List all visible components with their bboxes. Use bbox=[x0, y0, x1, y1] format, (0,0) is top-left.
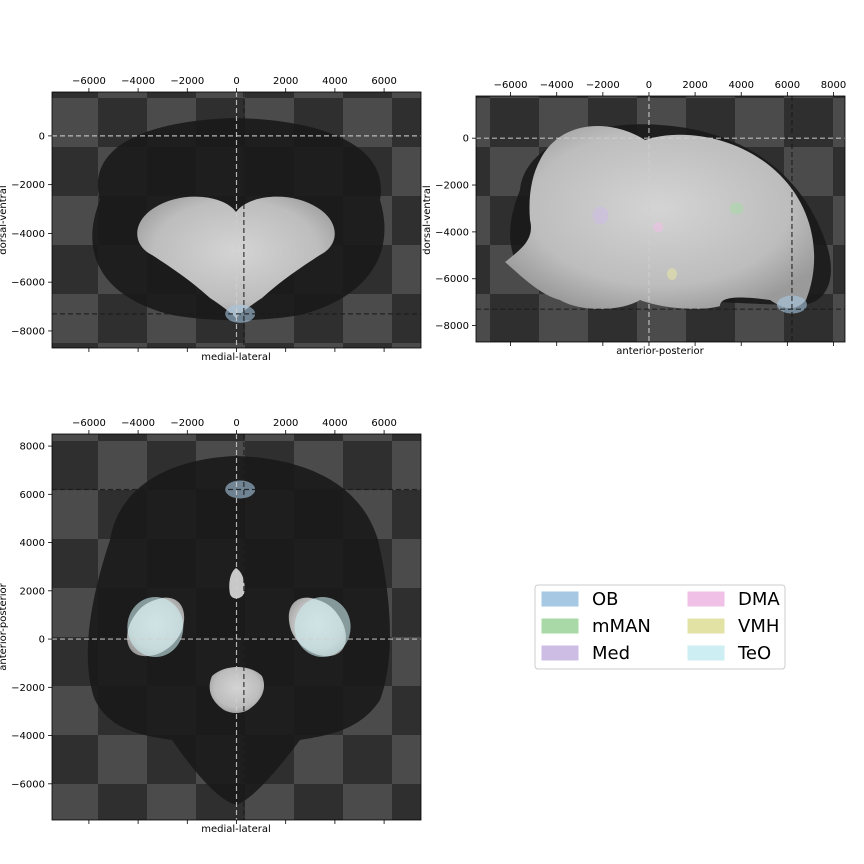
region-dma bbox=[653, 222, 664, 233]
x-tick-label: 0 bbox=[646, 80, 652, 91]
x-tick-label: −6000 bbox=[72, 418, 106, 429]
legend-label-mman: mMAN bbox=[592, 616, 651, 637]
legend-label-vmh: VMH bbox=[738, 616, 779, 637]
x-tick-label: 0 bbox=[233, 418, 239, 429]
legend-label-dma: DMA bbox=[738, 589, 780, 610]
y-tick-label: −6000 bbox=[11, 278, 45, 289]
coronal-ylabel: dorsal-ventral bbox=[0, 185, 9, 254]
horizontal-dark-mask bbox=[87, 456, 390, 805]
region-mman bbox=[729, 202, 744, 215]
region-teo bbox=[294, 597, 351, 657]
legend: OB DMA mMAN VMH Med TeO bbox=[534, 584, 786, 670]
y-tick-label: −4000 bbox=[435, 227, 469, 238]
horizontal-panel: −6000 −4000 −2000 0 2000 4000 6000 8000 6000 4000… bbox=[0, 418, 422, 835]
sagittal-frame bbox=[475, 95, 846, 343]
x-tick-label: 6000 bbox=[371, 76, 396, 87]
sagittal-tissue bbox=[505, 126, 815, 310]
x-tick-label: 8000 bbox=[821, 80, 846, 91]
x-tick-label: 4000 bbox=[322, 418, 347, 429]
y-tick-label: 6000 bbox=[20, 490, 45, 501]
x-tick-label: −6000 bbox=[494, 80, 528, 91]
legend-swatch-vmh bbox=[687, 618, 725, 634]
legend-label-teo: TeO bbox=[737, 643, 771, 664]
y-tick-label: 4000 bbox=[20, 538, 45, 549]
x-tick-label: −2000 bbox=[170, 76, 204, 87]
x-tick-label: 2000 bbox=[273, 418, 298, 429]
x-tick-label: −4000 bbox=[121, 76, 155, 87]
y-tick-label: −6000 bbox=[11, 779, 45, 790]
x-tick-label: 6000 bbox=[775, 80, 800, 91]
horizontal-ylabel: anterior-posterior bbox=[0, 582, 9, 670]
x-tick-label: −4000 bbox=[540, 80, 574, 91]
x-tick-label: −2000 bbox=[586, 80, 620, 91]
x-tick-label: −4000 bbox=[121, 418, 155, 429]
y-tick-label: −8000 bbox=[435, 321, 469, 332]
x-tick-label: 6000 bbox=[371, 418, 396, 429]
region-teo bbox=[127, 597, 184, 657]
y-tick-label: 8000 bbox=[20, 442, 45, 453]
coronal-tissue bbox=[137, 196, 335, 318]
horizontal-tissue-midline bbox=[229, 568, 245, 599]
coronal-xlabel: medial-lateral bbox=[201, 352, 271, 363]
y-tick-label: −4000 bbox=[11, 229, 45, 240]
sagittal-panel: −6000 −4000 −2000 0 2000 4000 6000 8000 0 −2000 −4… bbox=[422, 80, 846, 357]
x-tick-label: 4000 bbox=[322, 76, 347, 87]
x-tick-label: −6000 bbox=[72, 76, 106, 87]
y-tick-label: −4000 bbox=[11, 731, 45, 742]
x-tick-label: 2000 bbox=[273, 76, 298, 87]
legend-swatch-ob bbox=[541, 591, 579, 607]
y-tick-label: −2000 bbox=[11, 180, 45, 191]
x-tick-label: 4000 bbox=[728, 80, 753, 91]
region-vmh bbox=[667, 268, 678, 281]
legend-swatch-mman bbox=[541, 618, 579, 634]
y-tick-label: −6000 bbox=[435, 274, 469, 285]
y-tick-label: −2000 bbox=[11, 683, 45, 694]
horizontal-xlabel: medial-lateral bbox=[201, 824, 271, 835]
coronal-panel: −6000 −4000 −2000 0 2000 4000 6000 0 −2000 −4000 −… bbox=[0, 76, 422, 363]
y-tick-label: 0 bbox=[39, 131, 45, 142]
y-tick-label: −2000 bbox=[435, 181, 469, 192]
legend-label-med: Med bbox=[592, 643, 630, 664]
sagittal-xlabel: anterior-posterior bbox=[616, 346, 704, 357]
region-med bbox=[592, 206, 609, 225]
legend-swatch-med bbox=[541, 645, 579, 661]
x-tick-label: 0 bbox=[233, 76, 239, 87]
legend-swatch-dma bbox=[687, 591, 725, 607]
legend-label-ob: OB bbox=[592, 589, 619, 610]
y-tick-label: 2000 bbox=[20, 586, 45, 597]
x-tick-label: −2000 bbox=[170, 418, 204, 429]
y-tick-label: 0 bbox=[39, 635, 45, 646]
x-tick-label: 2000 bbox=[682, 80, 707, 91]
y-tick-label: −8000 bbox=[11, 326, 45, 337]
legend-swatch-teo bbox=[687, 645, 725, 661]
sagittal-ylabel: dorsal-ventral bbox=[422, 185, 433, 254]
y-tick-label: 0 bbox=[463, 134, 469, 145]
